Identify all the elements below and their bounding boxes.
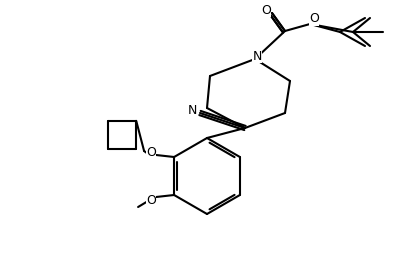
Text: O: O xyxy=(146,194,156,207)
Text: N: N xyxy=(187,103,197,116)
Text: O: O xyxy=(146,146,156,159)
Text: O: O xyxy=(261,4,271,16)
Text: N: N xyxy=(252,49,262,62)
Text: O: O xyxy=(309,13,319,26)
